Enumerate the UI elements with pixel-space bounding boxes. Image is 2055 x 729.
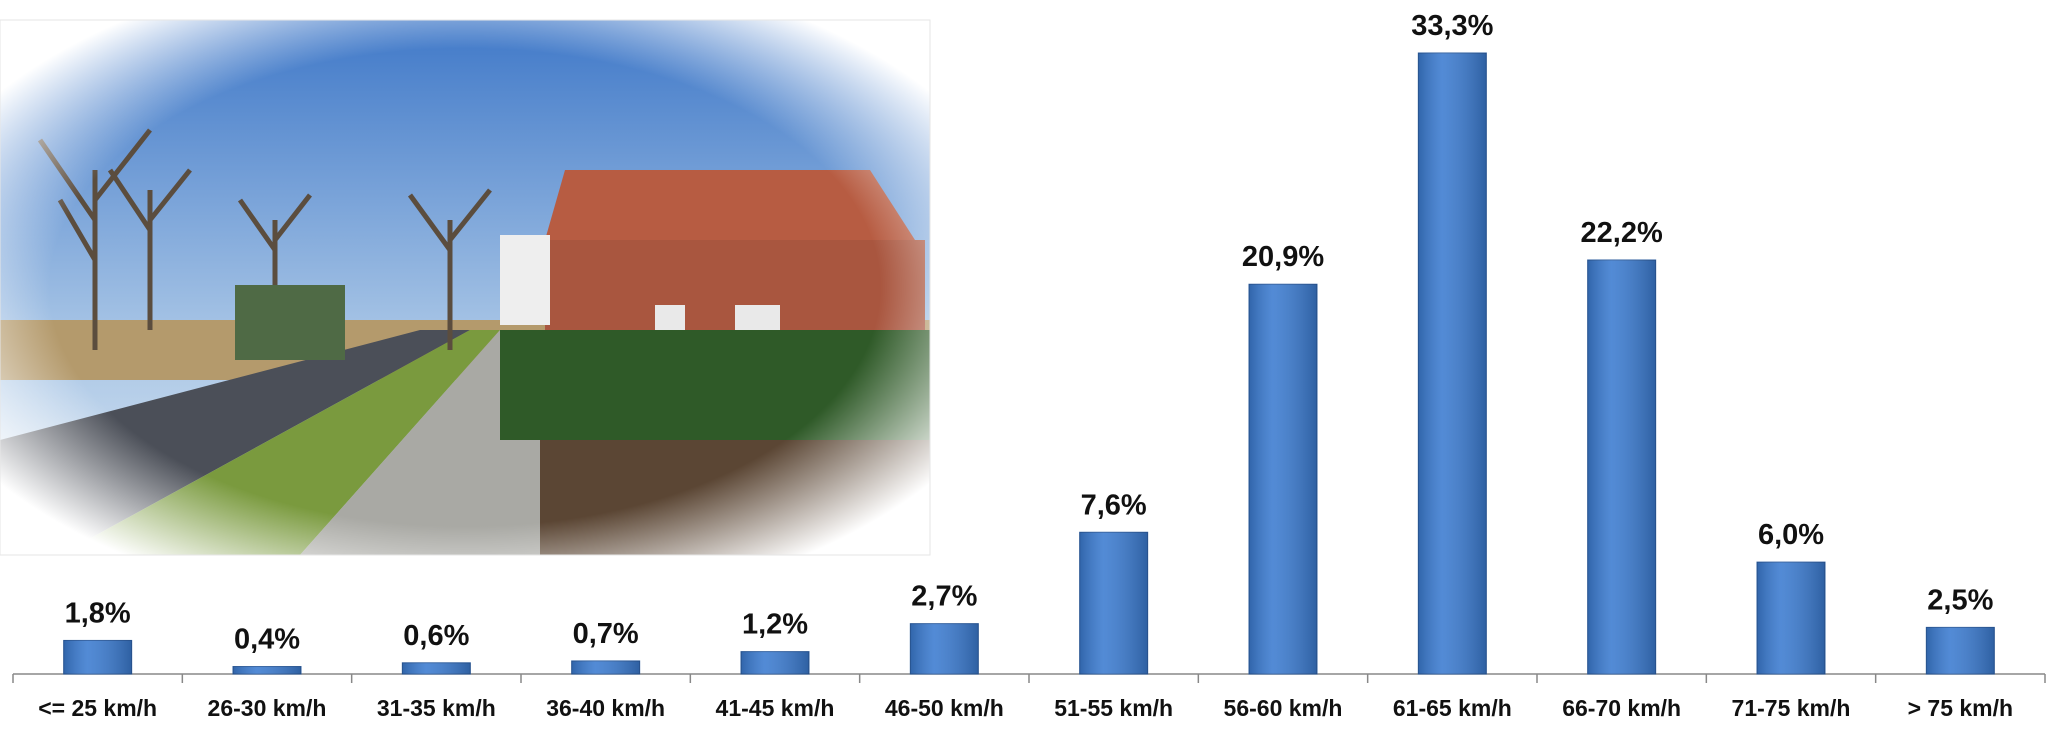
- bar-shade: [63, 640, 132, 674]
- bar-shade: [1249, 284, 1317, 674]
- x-tick-label: 46-50 km/h: [885, 695, 1004, 721]
- value-label: 0,4%: [234, 624, 300, 656]
- x-tick-label: 51-55 km/h: [1054, 695, 1173, 721]
- value-label: 2,7%: [911, 581, 977, 613]
- bar-shade: [233, 666, 301, 674]
- value-label: 33,3%: [1411, 10, 1493, 42]
- bar-shade: [402, 662, 471, 674]
- value-label: 20,9%: [1242, 241, 1324, 273]
- x-tick-label: > 75 km/h: [1908, 695, 2013, 721]
- x-tick-label: 31-35 km/h: [377, 695, 496, 721]
- bar-shade: [571, 660, 640, 674]
- x-tick-label: 71-75 km/h: [1732, 695, 1851, 721]
- value-label: 1,2%: [742, 609, 808, 641]
- x-tick-label: <= 25 km/h: [38, 695, 157, 721]
- bar-shade: [910, 623, 979, 674]
- x-tick-label: 26-30 km/h: [208, 695, 327, 721]
- x-tick-label: 66-70 km/h: [1562, 695, 1681, 721]
- value-label: 1,8%: [65, 597, 131, 629]
- bar-shade: [1757, 562, 1825, 674]
- bar-shade: [1418, 53, 1487, 674]
- value-label: 2,5%: [1927, 584, 1993, 616]
- bar-shade: [741, 651, 809, 674]
- value-label: 6,0%: [1758, 519, 1824, 551]
- x-tick-label: 61-65 km/h: [1393, 695, 1512, 721]
- value-label: 0,7%: [573, 618, 639, 650]
- x-tick-label: 56-60 km/h: [1224, 695, 1343, 721]
- x-tick-label: 41-45 km/h: [716, 695, 835, 721]
- bar-shade: [1079, 532, 1148, 674]
- photo: [0, 19, 931, 556]
- plot: 1,8% <= 25 km/h 0,4% 26-30 km/h 0,6% 31-35 km…: [12, 10, 2046, 721]
- bar-shade: [1587, 260, 1656, 674]
- value-label: 7,6%: [1081, 489, 1147, 521]
- x-tick-label: 36-40 km/h: [546, 695, 665, 721]
- value-label: 22,2%: [1581, 217, 1663, 249]
- value-label: 0,6%: [403, 620, 469, 652]
- bar-shade: [1926, 627, 1995, 674]
